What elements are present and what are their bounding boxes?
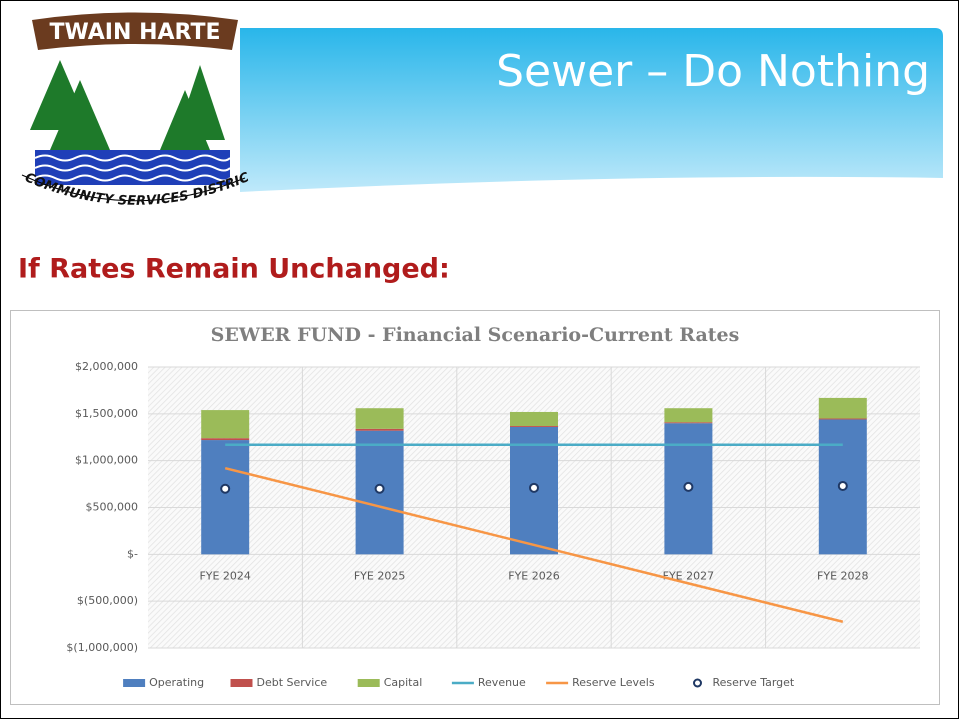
logo-name: TWAIN HARTE <box>50 20 221 45</box>
chart-title: SEWER FUND - Financial Scenario-Current … <box>211 324 740 346</box>
y-tick-label: $(1,000,000) <box>66 641 138 654</box>
bar-segment <box>355 428 404 431</box>
legend-label: Reserve Target <box>713 676 795 689</box>
legend-label: Capital <box>384 676 423 689</box>
bar-segment <box>510 411 558 427</box>
bar-segment <box>510 426 558 427</box>
legend-label: Operating <box>149 676 204 689</box>
marker <box>837 480 848 491</box>
legend-swatch <box>230 679 253 687</box>
y-tick-label: $- <box>127 547 138 560</box>
legend-label: Reserve Levels <box>572 676 655 689</box>
subtitle: If Rates Remain Unchanged: <box>18 254 450 285</box>
chart-marks: $(1,000,000) $(500,000) $- $500,000 $1,000,0… <box>66 360 920 689</box>
bar-segment <box>201 438 250 441</box>
header-swoosh <box>399 178 944 247</box>
marker <box>529 482 539 493</box>
bar-segment <box>818 418 867 420</box>
marker <box>374 483 385 494</box>
slide-title: Sewer – Do Nothing <box>496 46 930 97</box>
x-tick-label: FYE 2028 <box>817 569 869 582</box>
marker <box>683 481 694 492</box>
y-tick-label: $(500,000) <box>77 594 138 607</box>
bar-segment <box>664 408 713 423</box>
y-tick-label: $1,500,000 <box>75 407 138 420</box>
x-tick-label: FYE 2024 <box>199 569 251 582</box>
legend-label: Revenue <box>478 676 526 689</box>
bar-segment <box>664 422 713 424</box>
legend-swatch <box>123 679 146 687</box>
bar-segment <box>818 397 867 419</box>
y-tick-label: $1,000,000 <box>75 454 138 467</box>
y-tick-label: $500,000 <box>86 501 139 514</box>
legend-swatch <box>693 678 702 688</box>
legend-label: Debt Service <box>257 676 328 689</box>
bar-segment <box>201 410 250 439</box>
x-tick-label: FYE 2025 <box>354 569 406 582</box>
x-tick-label: FYE 2027 <box>663 569 715 582</box>
bar-segment <box>355 408 404 429</box>
line-series <box>224 466 844 623</box>
y-tick-label: $2,000,000 <box>75 360 138 373</box>
marker <box>220 483 231 494</box>
x-tick-label: FYE 2026 <box>508 569 560 582</box>
header-band <box>240 28 943 192</box>
legend-swatch <box>357 679 380 687</box>
bar-segment <box>201 440 250 555</box>
